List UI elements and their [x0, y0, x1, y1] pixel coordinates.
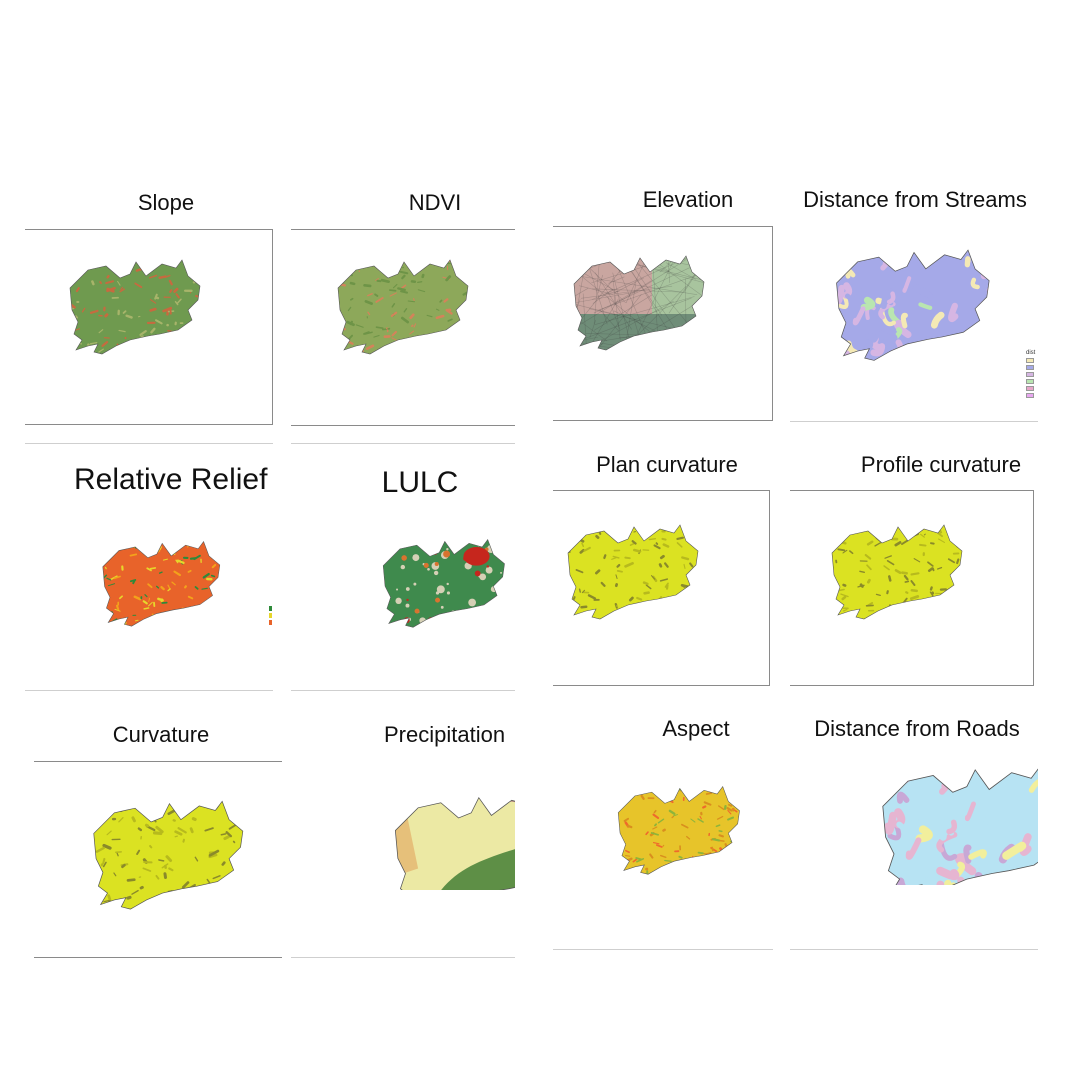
distance-streams-legend-title: dist — [1026, 350, 1036, 356]
distance-roads-map-clip — [866, 750, 1038, 885]
relief-legend-swatch-1 — [269, 606, 272, 611]
slope-title: Slope — [137, 190, 195, 215]
aspect-bottom-border — [553, 949, 773, 950]
relief-legend-swatch-2 — [269, 613, 272, 618]
legend-swatch-3 — [1026, 372, 1034, 377]
relative-relief-legend — [269, 606, 272, 627]
profile-curvature-frame — [790, 490, 1034, 686]
lulc-title: LULC — [381, 466, 459, 499]
ndvi-title: NDVI — [408, 190, 462, 215]
slope-map — [69, 259, 201, 355]
slope-frame — [25, 229, 273, 425]
curvature-map — [93, 800, 244, 910]
curvature-title: Curvature — [112, 722, 210, 747]
legend-swatch-2 — [1026, 365, 1034, 370]
profile-curvature-title: Profile curvature — [860, 452, 1022, 477]
precipitation-map-clip — [380, 780, 515, 890]
lulc-bottom-border — [291, 690, 515, 691]
plan-curvature-map — [567, 524, 699, 620]
distance-streams-legend: dist — [1026, 350, 1035, 400]
ndvi-bottom-border — [291, 425, 515, 426]
aspect-map — [617, 786, 740, 875]
distance-roads-title: Distance from Roads — [814, 716, 1020, 741]
distance-streams-map — [835, 249, 990, 362]
profile-curvature-map — [831, 524, 963, 620]
elevation-title: Elevation — [642, 187, 734, 212]
legend-swatch-6 — [1026, 393, 1034, 398]
plan-curvature-frame — [553, 490, 770, 686]
ndvi-top-border — [291, 229, 515, 230]
ndvi-map — [337, 259, 469, 355]
lulc-map — [382, 539, 505, 628]
row2-top-border-mid — [291, 443, 515, 444]
aspect-title: Aspect — [662, 716, 730, 741]
distance-roads-map — [882, 766, 1038, 885]
relative-relief-bottom-border — [25, 690, 273, 691]
relative-relief-map — [102, 541, 221, 627]
elevation-frame — [553, 226, 773, 421]
curvature-top-border — [34, 761, 282, 762]
precipitation-title: Precipitation — [384, 722, 506, 747]
distance-streams-bottom-border — [790, 421, 1038, 422]
plan-curvature-title: Plan curvature — [596, 452, 738, 477]
precipitation-bottom-border — [291, 957, 515, 958]
distance-roads-bottom-border — [790, 949, 1038, 950]
row2-top-border-left — [25, 443, 273, 444]
legend-swatch-5 — [1026, 386, 1034, 391]
legend-swatch-4 — [1026, 379, 1034, 384]
relative-relief-title: Relative Relief — [74, 463, 268, 496]
elevation-map — [573, 255, 705, 351]
distance-streams-title: Distance from Streams — [803, 187, 1027, 212]
legend-swatch-1 — [1026, 358, 1034, 363]
relief-legend-swatch-3 — [269, 620, 272, 625]
precipitation-map — [394, 794, 515, 890]
curvature-bottom-border — [34, 957, 282, 958]
